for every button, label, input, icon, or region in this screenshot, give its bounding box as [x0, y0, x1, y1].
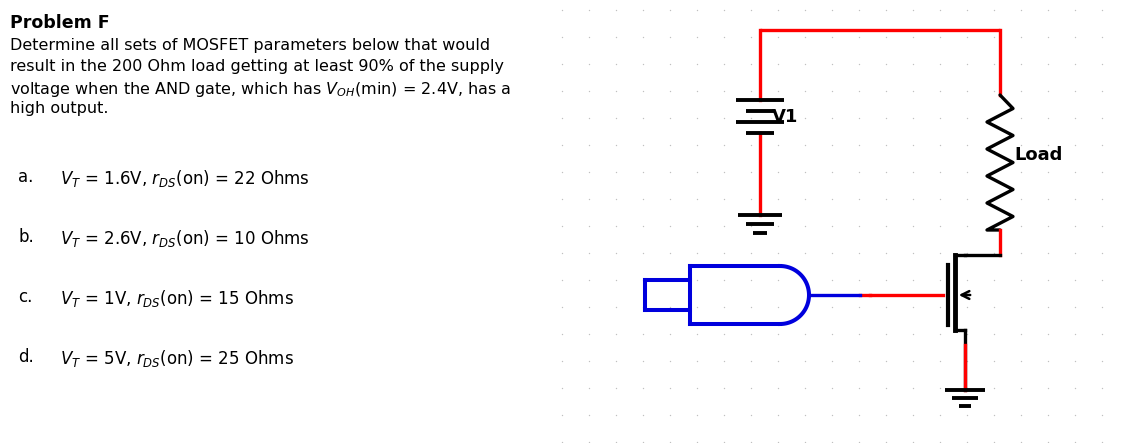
Text: Problem F: Problem F: [10, 14, 110, 32]
Text: $V_T$ = 5V, $r_{DS}$(on) = 25 Ohms: $V_T$ = 5V, $r_{DS}$(on) = 25 Ohms: [60, 348, 294, 369]
Text: Load: Load: [1014, 146, 1062, 164]
Text: $V_T$ = 2.6V, $r_{DS}$(on) = 10 Ohms: $V_T$ = 2.6V, $r_{DS}$(on) = 10 Ohms: [60, 228, 310, 249]
Text: result in the 200 Ohm load getting at least 90% of the supply: result in the 200 Ohm load getting at le…: [10, 59, 504, 74]
Text: voltage when the AND gate, which has $V_{OH}$(min) = 2.4V, has a: voltage when the AND gate, which has $V_…: [10, 80, 511, 99]
Text: $V_T$ = 1V, $r_{DS}$(on) = 15 Ohms: $V_T$ = 1V, $r_{DS}$(on) = 15 Ohms: [60, 288, 294, 309]
Text: V1: V1: [772, 108, 798, 126]
Text: d.: d.: [18, 348, 34, 366]
Text: Determine all sets of MOSFET parameters below that would: Determine all sets of MOSFET parameters …: [10, 38, 490, 53]
Text: c.: c.: [18, 288, 33, 306]
Text: b.: b.: [18, 228, 34, 246]
Text: high output.: high output.: [10, 101, 109, 116]
Text: a.: a.: [18, 168, 34, 186]
Text: $V_T$ = 1.6V, $r_{DS}$(on) = 22 Ohms: $V_T$ = 1.6V, $r_{DS}$(on) = 22 Ohms: [60, 168, 310, 189]
